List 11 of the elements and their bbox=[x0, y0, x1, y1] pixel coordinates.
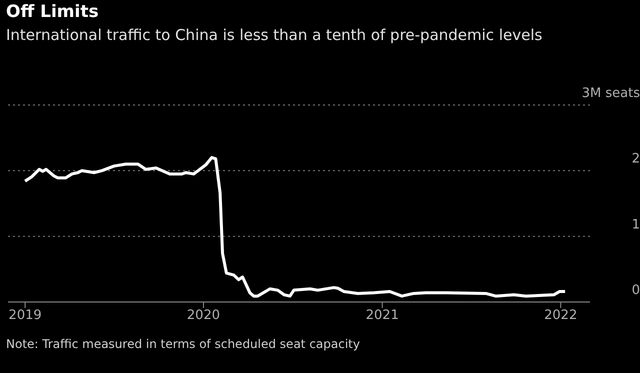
chart-subtitle: International traffic to China is less than a tenth of pre-pandemic levels bbox=[6, 26, 542, 44]
x-tick-label: 2020 bbox=[186, 308, 220, 324]
x-tick-label: 2019 bbox=[8, 308, 42, 324]
y-tick-label: 0 bbox=[632, 283, 640, 298]
chart-title: Off Limits bbox=[6, 2, 99, 22]
text: Note: Traffic measured in terms of scheduled seat capacity bbox=[6, 337, 360, 351]
x-tick-label: 2022 bbox=[544, 308, 578, 324]
y-tick-label: 2 bbox=[632, 152, 640, 167]
x-tick-label: 2021 bbox=[366, 308, 399, 324]
y-tick-label: 1 bbox=[632, 217, 640, 232]
y-tick-label: 3M seats bbox=[582, 86, 640, 101]
